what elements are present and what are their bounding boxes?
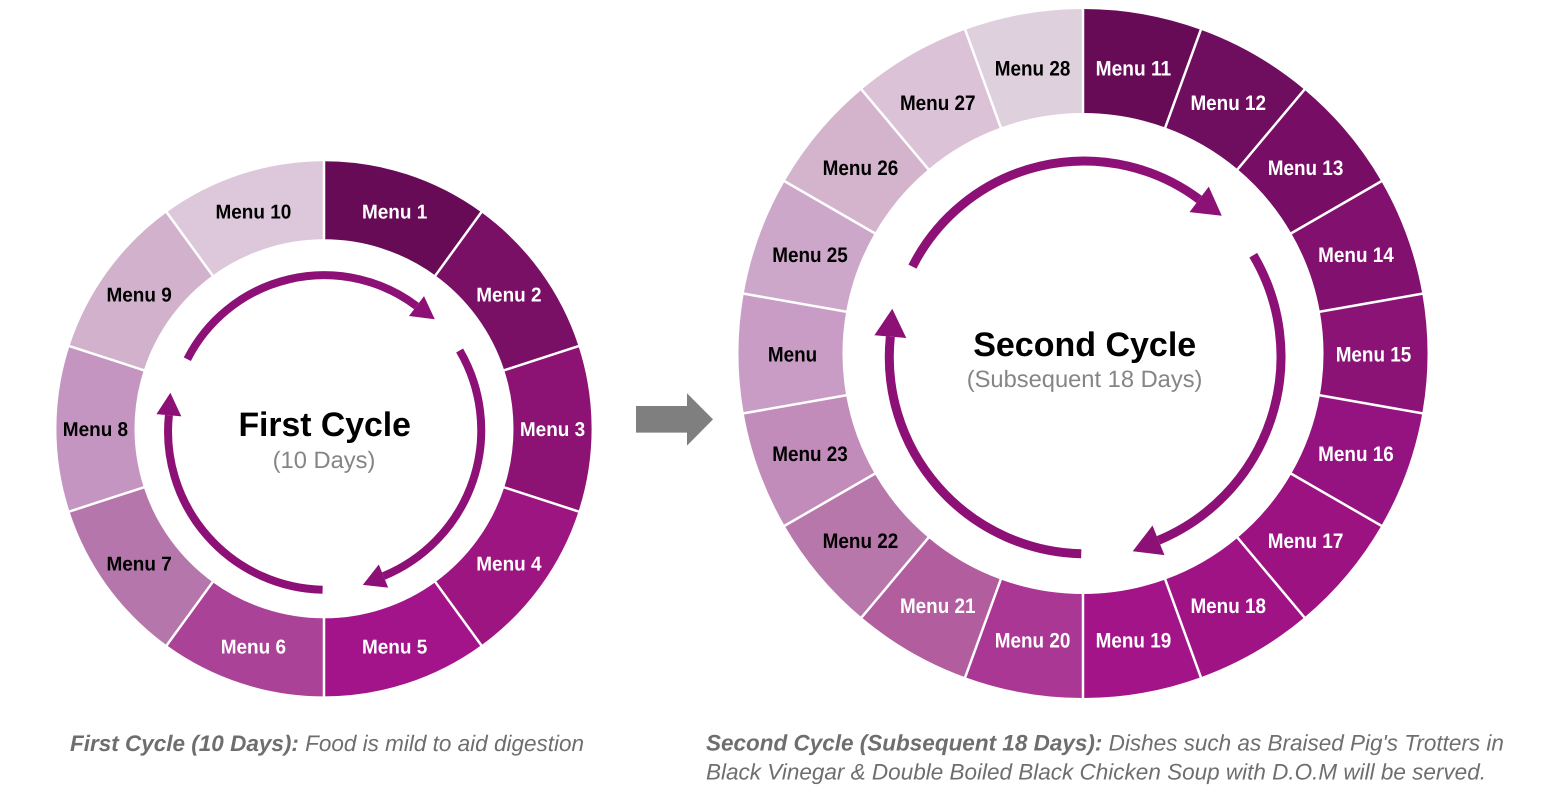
svg-text:Menu 17: Menu 17: [1268, 530, 1344, 553]
svg-text:Menu 19: Menu 19: [1096, 630, 1172, 653]
svg-text:Menu 27: Menu 27: [900, 92, 976, 115]
svg-text:Menu 3: Menu 3: [520, 419, 585, 441]
svg-text:Black Vinegar & Double Boiled: Black Vinegar & Double Boiled Black Chic…: [706, 760, 1486, 785]
svg-text:Second Cycle (Subsequent 18 Da: Second Cycle (Subsequent 18 Days): Dishe…: [706, 730, 1504, 755]
svg-text:Second Cycle: Second Cycle: [973, 326, 1196, 364]
svg-text:Menu 20: Menu 20: [995, 630, 1071, 653]
svg-text:First Cycle (10 Days): Food is: First Cycle (10 Days): Food is mild to a…: [70, 731, 584, 756]
svg-text:Menu 25: Menu 25: [772, 244, 848, 267]
svg-text:Menu 9: Menu 9: [106, 285, 171, 307]
svg-text:Menu 23: Menu 23: [772, 443, 848, 466]
svg-text:(Subsequent 18 Days): (Subsequent 18 Days): [967, 367, 1203, 393]
svg-text:Menu 2: Menu 2: [476, 285, 541, 307]
svg-text:Menu 10: Menu 10: [215, 202, 291, 224]
svg-text:First Cycle: First Cycle: [238, 406, 411, 444]
svg-text:(10 Days): (10 Days): [273, 448, 376, 474]
svg-text:Menu 28: Menu 28: [995, 57, 1071, 80]
svg-text:Menu 13: Menu 13: [1268, 157, 1344, 180]
svg-text:Menu 22: Menu 22: [823, 530, 899, 553]
svg-text:Menu 21: Menu 21: [900, 595, 976, 618]
svg-text:Menu 6: Menu 6: [221, 636, 286, 658]
svg-text:Menu 12: Menu 12: [1190, 92, 1266, 115]
svg-text:Menu 1: Menu 1: [362, 202, 427, 224]
svg-text:Menu 18: Menu 18: [1190, 595, 1266, 618]
svg-text:Menu 11: Menu 11: [1096, 57, 1172, 80]
svg-text:Menu 15: Menu 15: [1336, 344, 1412, 367]
svg-text:Menu 16: Menu 16: [1318, 443, 1394, 466]
svg-text:Menu 7: Menu 7: [106, 553, 171, 575]
svg-text:Menu 8: Menu 8: [63, 419, 128, 441]
svg-text:Menu 5: Menu 5: [362, 636, 427, 658]
svg-text:Menu 4: Menu 4: [476, 553, 542, 575]
svg-text:Menu: Menu: [768, 344, 817, 367]
svg-text:Menu 14: Menu 14: [1318, 244, 1394, 267]
svg-text:Menu 26: Menu 26: [823, 157, 899, 180]
